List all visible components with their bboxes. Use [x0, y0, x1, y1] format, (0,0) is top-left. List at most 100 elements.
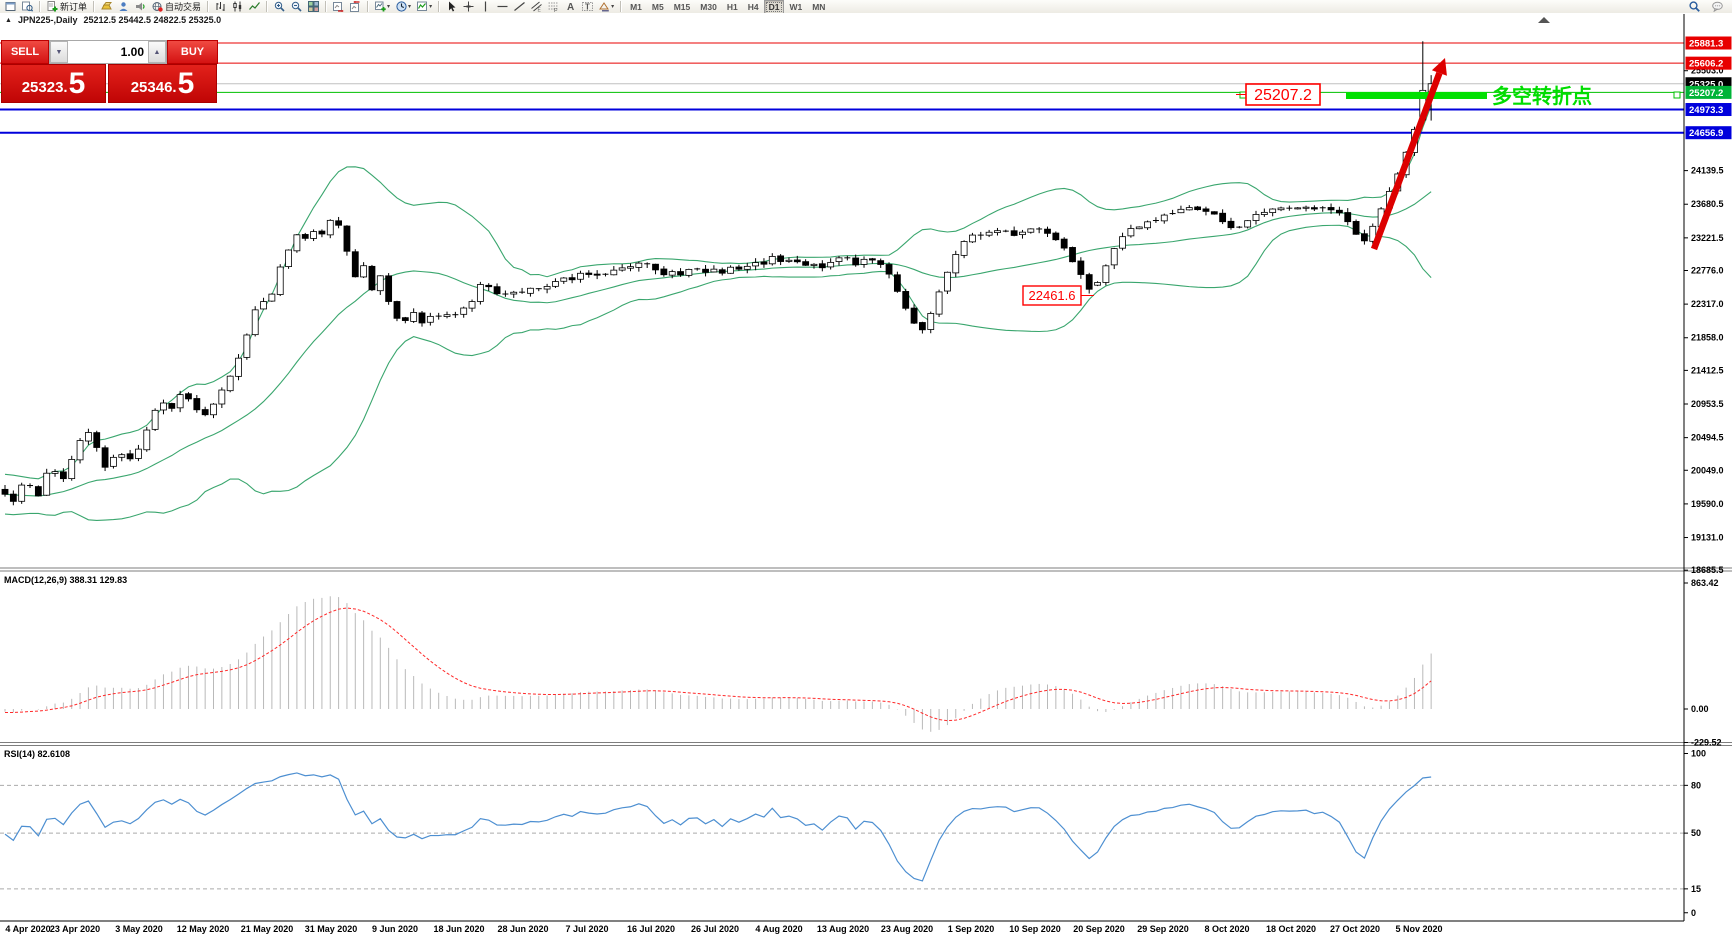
new-order-button[interactable]: 新订单 [44, 0, 90, 14]
rsi-axis-tick: 0 [1691, 908, 1696, 918]
timeframe-mn-button[interactable]: MN [812, 1, 826, 12]
price-box-value: 25207.2 [1689, 88, 1723, 99]
vertical-line-icon[interactable] [477, 0, 494, 14]
chart-collapse-icon[interactable]: ▲ [5, 16, 12, 24]
price-box-24973.3 [1685, 103, 1732, 117]
fibonacci-icon[interactable]: F [545, 0, 562, 14]
date-label: 4 Aug 2020 [755, 924, 802, 934]
date-label: 10 Sep 2020 [1009, 924, 1061, 934]
channel-icon[interactable]: E [528, 0, 545, 14]
candlestick-chart-icon[interactable] [229, 0, 246, 14]
signals-icon[interactable] [132, 0, 149, 14]
autotrade-button-label: 自动交易 [165, 2, 202, 12]
autotrade-button[interactable]: 自动交易 [149, 0, 204, 14]
text-icon[interactable]: A [562, 0, 579, 14]
toolbar-separator [620, 1, 623, 12]
price-box-value: 25606.2 [1689, 59, 1723, 70]
volume-input[interactable] [68, 41, 148, 63]
price-box-value: 25325.0 [1689, 79, 1723, 90]
date-label: 3 May 2020 [115, 924, 163, 934]
date-label: 5 Nov 2020 [1395, 924, 1442, 934]
crosshair-icon[interactable] [460, 0, 477, 14]
timeframe-clock-icon[interactable]: ▾ [393, 0, 414, 14]
zoom-out-icon[interactable] [288, 0, 305, 14]
chart-shift-marker[interactable] [1538, 17, 1550, 23]
trendline-icon[interactable] [511, 0, 528, 14]
horizontal-line-icon[interactable] [494, 0, 511, 14]
chart-magnifier-icon[interactable] [19, 0, 36, 14]
rsi-line [4, 772, 1432, 882]
rsi-axis-tick: 80 [1691, 780, 1701, 790]
buy-price-button[interactable]: 25346. 5 [108, 64, 217, 103]
volume-increase-button[interactable]: ▲ [148, 41, 166, 63]
zoom-in-icon[interactable] [271, 0, 288, 14]
dropdown-caret-icon[interactable]: ▾ [408, 4, 412, 10]
svg-text:T: T [585, 3, 590, 12]
toolbar-separator [325, 1, 328, 12]
toolbar-separator [39, 1, 41, 12]
chart-symbol-period: JPN225-,Daily [17, 15, 78, 25]
date-label: 12 May 2020 [177, 924, 230, 934]
date-label: 23 Apr 2020 [50, 924, 100, 934]
macd-signal-line [4, 607, 1432, 722]
pivot-note-text[interactable]: 多空转折点 [1492, 84, 1592, 108]
line-chart-icon[interactable] [246, 0, 263, 14]
toolbar-separator [438, 1, 441, 12]
chart-canvas[interactable]: MACD(12,26,9) 388.31 129.83 RSI(14) 82.61… [0, 13, 1732, 937]
chart-title-bar: ▲ JPN225-,Daily 25212.5 25442.5 24822.5 … [5, 15, 221, 25]
timeframe-h4-button[interactable]: H4 [747, 1, 759, 12]
chat-icon[interactable] [1709, 0, 1726, 14]
volume-decrease-button[interactable]: ▼ [50, 41, 68, 63]
sell-button[interactable]: SELL [1, 40, 49, 64]
price-box-25606.2 [1685, 56, 1732, 70]
toolbar-separator [207, 1, 210, 12]
dropdown-caret-icon[interactable]: ▾ [611, 4, 615, 10]
trend-arrow[interactable] [1370, 71, 1443, 251]
chart-shift-icon[interactable] [347, 0, 364, 14]
price-axis-tick: 22317.0 [1691, 299, 1724, 309]
price-axis-tick: 23221.5 [1691, 233, 1724, 243]
date-label: 21 May 2020 [241, 924, 294, 934]
pivot-highlight-bar[interactable] [1346, 92, 1487, 99]
dropdown-caret-icon[interactable]: ▾ [429, 4, 433, 10]
timeframe-m30-button[interactable]: M30 [700, 1, 717, 12]
new-chart-icon[interactable]: ▾ [372, 0, 393, 14]
timeframe-m15-button[interactable]: M15 [673, 1, 691, 12]
price-box-value: 24973.3 [1689, 105, 1723, 116]
sell-price-button[interactable]: 25323. 5 [1, 64, 106, 103]
search-icon[interactable] [1686, 0, 1703, 14]
bar-chart-icon[interactable] [212, 0, 229, 14]
indicators-list-icon[interactable]: ▾ [414, 0, 435, 14]
date-label: 1 Sep 2020 [948, 924, 995, 934]
timeframe-m1-button[interactable]: M1 [630, 1, 642, 12]
date-label: 18 Jun 2020 [433, 924, 484, 934]
community-icon[interactable] [115, 0, 132, 14]
pivot-price-box[interactable] [1245, 83, 1321, 106]
price-axis-tick: 19590.0 [1691, 499, 1724, 509]
text-label-icon[interactable]: T [579, 0, 596, 14]
window-icon[interactable] [2, 0, 19, 14]
buy-button[interactable]: BUY [167, 40, 218, 64]
trend-arrow-head[interactable] [1431, 58, 1447, 76]
sell-price-main: 25323. [21, 79, 68, 96]
date-label: 13 Aug 2020 [817, 924, 869, 934]
price-axis-tick: 20049.0 [1691, 465, 1724, 475]
low-price-text: 22461.6 [1029, 288, 1076, 303]
timeframe-m5-button[interactable]: M5 [651, 1, 664, 12]
auto-scroll-icon[interactable] [330, 0, 347, 14]
dropdown-caret-icon[interactable]: ▾ [387, 4, 391, 10]
cursor-icon[interactable] [443, 0, 460, 14]
price-box-25207.2 [1685, 85, 1732, 99]
price-axis-tick: 23680.5 [1691, 199, 1724, 209]
toolbar-group [328, 0, 366, 13]
shapes-icon[interactable]: ▾ [596, 0, 617, 14]
timeframe-h1-button[interactable]: H1 [726, 1, 738, 12]
tile-windows-icon[interactable] [305, 0, 322, 14]
sell-price-big-digit: 5 [68, 67, 86, 100]
price-axis-tick: 25503.0 [1691, 66, 1724, 76]
svg-text:F: F [554, 8, 558, 12]
timeframe-d1-button[interactable]: D1 [763, 0, 785, 14]
line-handle[interactable] [1673, 91, 1681, 99]
timeframe-w1-button[interactable]: W1 [789, 1, 803, 12]
gold-icon[interactable] [98, 0, 115, 14]
